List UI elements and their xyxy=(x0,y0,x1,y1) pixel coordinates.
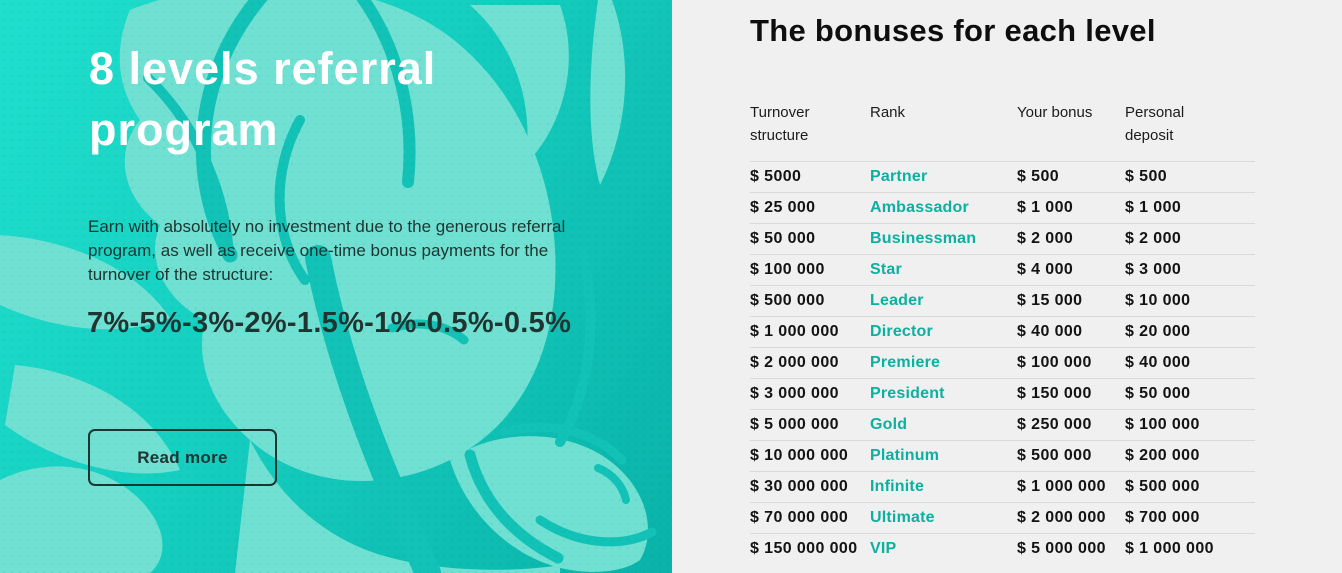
column-header-label: Your bonus xyxy=(1017,104,1093,121)
turnover-cell: $ 30 000 000 xyxy=(750,478,849,495)
table-row: $ 70 000 000 Ultimate $ 2 000 000 $ 700 … xyxy=(750,503,1255,534)
rank-cell: Ultimate xyxy=(870,509,935,526)
rank-cell: Leader xyxy=(870,292,924,309)
bonus-cell: $ 1 000 xyxy=(1017,199,1074,216)
deposit-cell: $ 1 000 xyxy=(1125,199,1182,216)
rank-cell: Star xyxy=(870,261,902,278)
referral-percentages: 7%-5%-3%-2%-1.5%-1%-0.5%-0.5% xyxy=(87,307,572,339)
bonuses-panel: The bonuses for each level Turnover stru… xyxy=(672,0,1342,573)
bonus-cell: $ 2 000 xyxy=(1017,230,1074,247)
turnover-cell: $ 2 000 000 xyxy=(750,354,839,371)
table-row: $ 10 000 000 Platinum $ 500 000 $ 200 00… xyxy=(750,441,1255,472)
deposit-cell: $ 100 000 xyxy=(1125,416,1200,433)
lion-icon xyxy=(0,0,657,573)
table-row: $ 3 000 000 President $ 150 000 $ 50 000 xyxy=(750,379,1255,410)
rank-cell: Ambassador xyxy=(870,199,969,216)
rank-cell: Premiere xyxy=(870,354,941,371)
table-row: $ 100 000 Star $ 4 000 $ 3 000 xyxy=(750,255,1255,286)
deposit-cell: $ 20 000 xyxy=(1125,323,1191,340)
turnover-cell: $ 50 000 xyxy=(750,230,816,247)
bonus-cell: $ 5 000 000 xyxy=(1017,540,1106,557)
turnover-cell: $ 150 000 000 xyxy=(750,540,858,557)
turnover-cell: $ 25 000 xyxy=(750,199,816,216)
table-row: $ 25 000 Ambassador $ 1 000 $ 1 000 xyxy=(750,193,1255,224)
rank-cell: Gold xyxy=(870,416,908,433)
deposit-cell: $ 200 000 xyxy=(1125,447,1200,464)
referral-panel: 8 levels referral program Earn with abso… xyxy=(0,0,672,573)
bonus-cell: $ 40 000 xyxy=(1017,323,1083,340)
read-more-button[interactable]: Read more xyxy=(88,429,277,486)
bonus-cell: $ 500 000 xyxy=(1017,447,1092,464)
bonus-cell: $ 150 000 xyxy=(1017,385,1092,402)
page-title: 8 levels referral program xyxy=(89,43,437,156)
bonus-cell: $ 15 000 xyxy=(1017,292,1083,309)
referral-panel-content: 8 levels referral program Earn with abso… xyxy=(87,43,572,486)
table-row: $ 2 000 000 Premiere $ 100 000 $ 40 000 xyxy=(750,348,1255,379)
bonus-cell: $ 500 xyxy=(1017,168,1060,185)
column-header-deposit: Personal deposit xyxy=(1125,101,1255,147)
turnover-cell: $ 5 000 000 xyxy=(750,416,839,433)
turnover-cell: $ 70 000 000 xyxy=(750,509,849,526)
column-header-label: Personal deposit xyxy=(1125,104,1185,144)
column-header-label: Rank xyxy=(870,104,906,121)
table-row: $ 50 000 Businessman $ 2 000 $ 2 000 xyxy=(750,224,1255,255)
deposit-cell: $ 500 000 xyxy=(1125,478,1200,495)
rank-cell: President xyxy=(870,385,945,402)
table-row: $ 150 000 000 VIP $ 5 000 000 $ 1 000 00… xyxy=(750,534,1255,564)
rank-cell: Businessman xyxy=(870,230,977,247)
turnover-cell: $ 10 000 000 xyxy=(750,447,849,464)
referral-description: Earn with absolutely no investment due t… xyxy=(88,217,566,284)
deposit-cell: $ 40 000 xyxy=(1125,354,1191,371)
turnover-cell: $ 100 000 xyxy=(750,261,825,278)
rank-cell: Director xyxy=(870,323,933,340)
deposit-cell: $ 10 000 xyxy=(1125,292,1191,309)
rank-cell: Infinite xyxy=(870,478,925,495)
rank-cell: VIP xyxy=(870,540,897,557)
bonus-cell: $ 2 000 000 xyxy=(1017,509,1106,526)
deposit-cell: $ 2 000 xyxy=(1125,230,1182,247)
bonus-cell: $ 100 000 xyxy=(1017,354,1092,371)
table-row: $ 5000 Partner $ 500 $ 500 xyxy=(750,162,1255,193)
column-header-label: Turnover structure xyxy=(750,104,810,144)
table-row: $ 500 000 Leader $ 15 000 $ 10 000 xyxy=(750,286,1255,317)
column-header-rank: Rank xyxy=(870,101,1017,124)
turnover-cell: $ 5000 xyxy=(750,168,802,185)
table-header-row: Turnover structure Rank Your bonus Perso… xyxy=(750,101,1255,162)
turnover-cell: $ 3 000 000 xyxy=(750,385,839,402)
bonus-cell: $ 4 000 xyxy=(1017,261,1074,278)
deposit-cell: $ 50 000 xyxy=(1125,385,1191,402)
deposit-cell: $ 700 000 xyxy=(1125,509,1200,526)
turnover-cell: $ 1 000 000 xyxy=(750,323,839,340)
column-header-turnover: Turnover structure xyxy=(750,101,870,147)
table-row: $ 1 000 000 Director $ 40 000 $ 20 000 xyxy=(750,317,1255,348)
bonus-cell: $ 1 000 000 xyxy=(1017,478,1106,495)
bonuses-title: The bonuses for each level xyxy=(750,13,1156,48)
deposit-cell: $ 500 xyxy=(1125,168,1168,185)
deposit-cell: $ 3 000 xyxy=(1125,261,1182,278)
table-row: $ 30 000 000 Infinite $ 1 000 000 $ 500 … xyxy=(750,472,1255,503)
rank-cell: Partner xyxy=(870,168,928,185)
bonus-cell: $ 250 000 xyxy=(1017,416,1092,433)
table-row: $ 5 000 000 Gold $ 250 000 $ 100 000 xyxy=(750,410,1255,441)
bonuses-table: Turnover structure Rank Your bonus Perso… xyxy=(750,101,1255,564)
deposit-cell: $ 1 000 000 xyxy=(1125,540,1214,557)
turnover-cell: $ 500 000 xyxy=(750,292,825,309)
rank-cell: Platinum xyxy=(870,447,940,464)
column-header-bonus: Your bonus xyxy=(1017,101,1125,124)
